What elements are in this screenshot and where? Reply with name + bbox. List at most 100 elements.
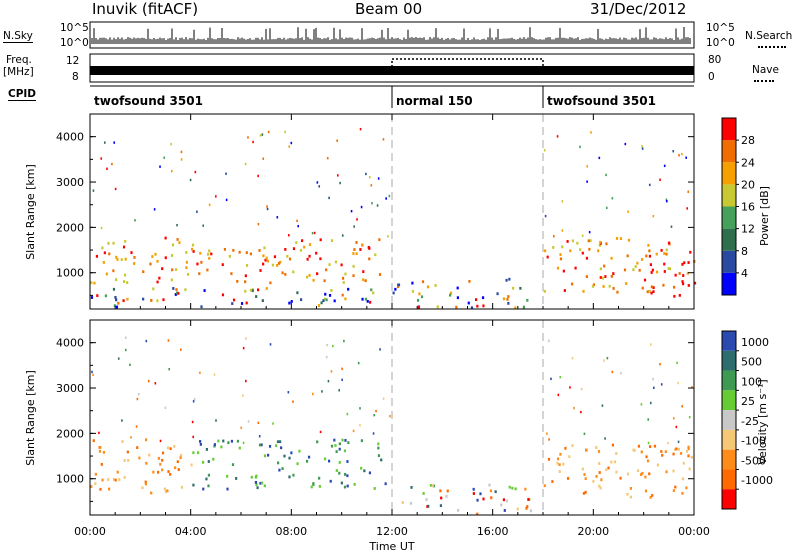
echo-cell <box>230 439 234 443</box>
echo-cell <box>551 480 554 483</box>
echo-cell <box>213 444 216 448</box>
echo-cell <box>377 442 380 446</box>
echo-cell <box>361 297 364 301</box>
echo-cell <box>316 272 319 276</box>
echo-cell-sparse <box>648 183 651 187</box>
echo-cell <box>171 243 175 247</box>
echo-cell <box>645 254 648 258</box>
echo-cell <box>259 269 262 272</box>
echo-cell-sparse <box>266 205 268 208</box>
echo-cell-sparse <box>365 172 367 176</box>
echo-cell <box>603 264 606 268</box>
echo-cell-sparse <box>660 383 663 386</box>
echo-cell <box>619 476 622 480</box>
echo-cell-sparse <box>244 162 247 166</box>
freq-label: Freq. <box>6 54 32 66</box>
echo-cell <box>643 278 647 282</box>
velocity-colorbar-tick-label: 1000 <box>741 336 769 349</box>
echo-cell <box>637 444 641 448</box>
echo-cell-sparse <box>359 407 361 410</box>
echo-cell <box>340 481 343 485</box>
echo-cell-sparse <box>569 386 571 389</box>
echo-cell <box>558 470 561 473</box>
echo-cell <box>284 248 287 251</box>
echo-cell-sparse <box>387 235 389 238</box>
echo-cell <box>207 460 210 463</box>
echo-cell-sparse <box>262 157 265 160</box>
echo-cell <box>648 472 651 476</box>
echo-cell <box>197 451 200 455</box>
echo-cell <box>397 283 401 287</box>
echo-cell <box>439 504 443 508</box>
echo-cell <box>276 461 280 465</box>
echo-cell <box>662 283 665 287</box>
echo-cell <box>571 282 574 286</box>
echo-cell <box>190 247 194 251</box>
echo-cell <box>184 288 187 292</box>
echo-cell-sparse <box>325 355 328 359</box>
echo-cell <box>245 264 249 267</box>
echo-cell <box>124 239 127 243</box>
echo-cell <box>689 250 692 254</box>
echo-cell-sparse <box>259 134 262 137</box>
echo-cell <box>271 263 275 267</box>
echo-cell <box>122 245 126 249</box>
nsearch-tick-bottom: 10^0 <box>706 37 735 49</box>
echo-cell <box>262 254 265 258</box>
echo-cell <box>629 495 632 499</box>
echo-cell <box>672 452 675 456</box>
echo-cell <box>276 263 279 267</box>
echo-cell <box>649 263 652 267</box>
echo-cell <box>525 506 528 510</box>
echo-cell <box>687 261 690 264</box>
echo-cell <box>489 489 493 493</box>
echo-cell <box>126 281 129 284</box>
echo-cell <box>673 294 676 298</box>
echo-cell-sparse <box>681 152 683 156</box>
echo-cell-sparse <box>189 178 192 182</box>
echo-cell-sparse <box>672 150 675 153</box>
echo-cell <box>650 291 653 295</box>
echo-cell <box>448 293 452 297</box>
velocity-mode-boundaries <box>391 320 544 515</box>
colorbar-swatch <box>722 370 736 391</box>
echo-cell <box>576 241 579 245</box>
echo-cell <box>283 454 286 458</box>
echo-cell-sparse <box>202 224 205 227</box>
nave-tick-bottom: 0 <box>708 71 715 83</box>
echo-cell <box>95 254 99 258</box>
echo-cell <box>126 450 129 454</box>
echo-cell <box>674 485 677 489</box>
echo-cell-sparse <box>296 219 298 223</box>
echo-cell <box>527 498 530 501</box>
echo-cell <box>136 446 139 450</box>
echo-cell <box>205 477 208 481</box>
colorbar-swatch <box>722 489 736 509</box>
echo-cell <box>667 241 671 245</box>
echo-cell <box>299 248 303 252</box>
echo-cell <box>124 257 127 261</box>
x-tick-label: 08:00 <box>275 525 307 538</box>
echo-cell <box>177 291 180 295</box>
echo-cell-sparse <box>611 370 614 374</box>
echo-cell <box>212 457 215 461</box>
y-tick-label: 1000 <box>56 267 84 280</box>
echo-cell-sparse <box>641 147 644 150</box>
echo-cell <box>255 474 258 478</box>
cpid-segment-label: twofsound 3501 <box>94 94 203 108</box>
echo-cell <box>322 299 325 303</box>
echo-cell-sparse <box>550 377 552 381</box>
power-colorbar-tick-label: 8 <box>741 245 748 258</box>
power-y-axis-label: Slant Range [km] <box>24 164 37 260</box>
echo-cell-sparse <box>215 195 217 198</box>
echo-cell <box>585 275 588 279</box>
echo-cell <box>244 289 247 293</box>
cpid-label: CPID <box>8 88 37 101</box>
echo-cell <box>263 246 266 250</box>
echo-cell <box>172 287 175 290</box>
echo-cell <box>323 297 327 301</box>
echo-cell <box>236 439 240 443</box>
echo-cell <box>101 246 104 250</box>
echo-cell <box>677 447 681 451</box>
